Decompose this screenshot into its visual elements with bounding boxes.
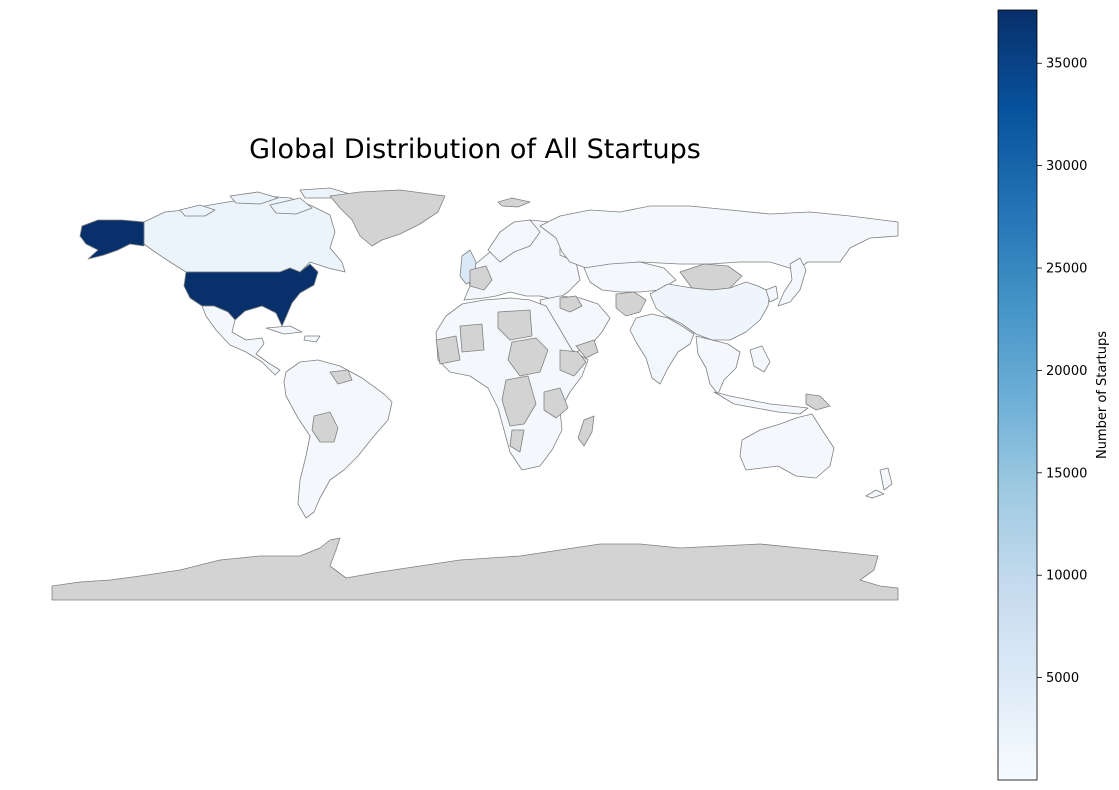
region-korea <box>765 285 779 303</box>
region-alaska <box>79 219 145 260</box>
region-scandinavia <box>487 219 541 263</box>
region-india <box>629 313 695 385</box>
region-canada-islands <box>179 187 351 217</box>
colorbar-tick-label: 25000 <box>1046 262 1087 277</box>
region-madagascar <box>577 415 595 447</box>
colorbar-label: Number of Startups <box>1095 331 1110 459</box>
region-caribbean <box>265 325 321 343</box>
region-australia <box>739 413 835 479</box>
colorbar-tick-label: 35000 <box>1046 57 1087 72</box>
region-se-asia <box>695 335 741 395</box>
colorbar-tick-label: 10000 <box>1046 569 1087 584</box>
region-china <box>649 281 771 341</box>
region-indonesia <box>713 345 809 415</box>
region-guiana <box>329 369 353 385</box>
region-afghanistan <box>615 291 647 317</box>
region-iceland <box>497 197 531 208</box>
region-france <box>469 265 493 291</box>
colorbar-tick-label: 15000 <box>1046 466 1087 481</box>
region-new-zealand <box>865 467 893 499</box>
region-mexico <box>201 305 281 376</box>
region-antarctica <box>51 537 899 601</box>
region-greenland <box>329 189 446 247</box>
region-europe <box>463 219 581 301</box>
region-caucasus <box>559 295 583 313</box>
region-png <box>805 393 831 411</box>
region-yemen <box>575 339 599 359</box>
colorbar-tick-label: 30000 <box>1046 159 1087 174</box>
colorbar-tick-label: 20000 <box>1046 364 1087 379</box>
colorbar-tick-label: 5000 <box>1046 671 1079 686</box>
region-bolivia <box>311 411 339 443</box>
region-africa-nodata <box>435 309 587 453</box>
region-japan <box>777 257 807 307</box>
map-title: Global Distribution of All Startups <box>249 134 701 165</box>
region-south-america <box>283 359 393 519</box>
colorbar-gradient <box>997 9 1038 781</box>
